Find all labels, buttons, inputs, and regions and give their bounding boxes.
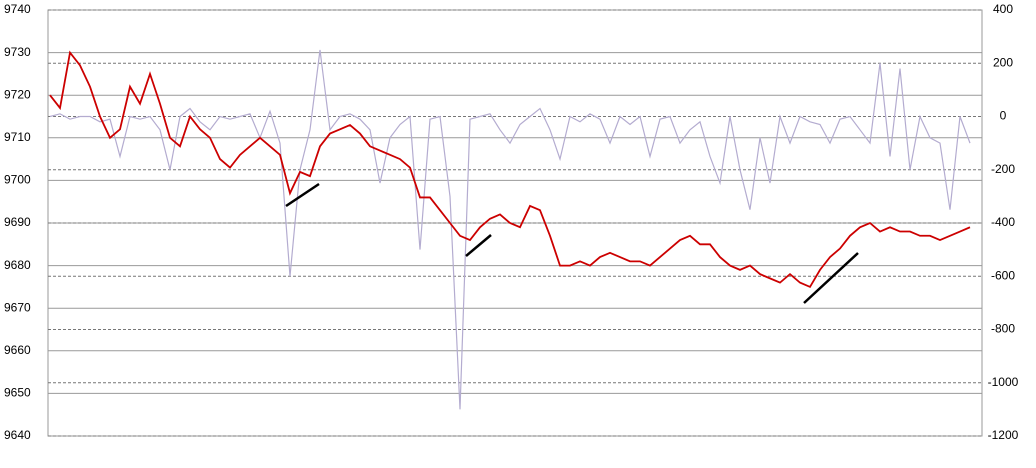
y2-tick-label: -1000	[988, 375, 1019, 389]
marks	[49, 49, 971, 410]
y-tick-label: 9670	[4, 300, 31, 314]
y-tick-label: 9730	[4, 45, 31, 59]
trend-line	[465, 234, 492, 257]
grid	[48, 9, 982, 437]
y2-tick-label: 0	[1000, 109, 1007, 123]
y2-tick-label: -1200	[988, 428, 1019, 442]
y-tick-label: 9710	[4, 130, 31, 144]
y-tick-label: 9650	[4, 386, 31, 400]
y-tick-label: 9740	[4, 2, 31, 16]
y2-tick-label: -600	[991, 268, 1015, 282]
y2-tick-label: 400	[993, 2, 1013, 16]
series-line	[49, 50, 971, 289]
y2-tick-label: -800	[991, 322, 1015, 336]
y-tick-label: 9690	[4, 215, 31, 229]
series-line	[49, 49, 971, 410]
trend-line	[285, 182, 320, 208]
trend-line	[803, 252, 859, 304]
y-tick-label: 9720	[4, 87, 31, 101]
y-tick-label: 9680	[4, 258, 31, 272]
y2-tick-label: -200	[991, 162, 1015, 176]
y-tick-label: 9700	[4, 173, 31, 187]
y2-tick-label: 200	[993, 55, 1013, 69]
trend-annotations	[285, 182, 859, 304]
y-tick-label: 9640	[4, 428, 31, 442]
y-tick-label: 9660	[4, 343, 31, 357]
y2-tick-label: -400	[991, 215, 1015, 229]
